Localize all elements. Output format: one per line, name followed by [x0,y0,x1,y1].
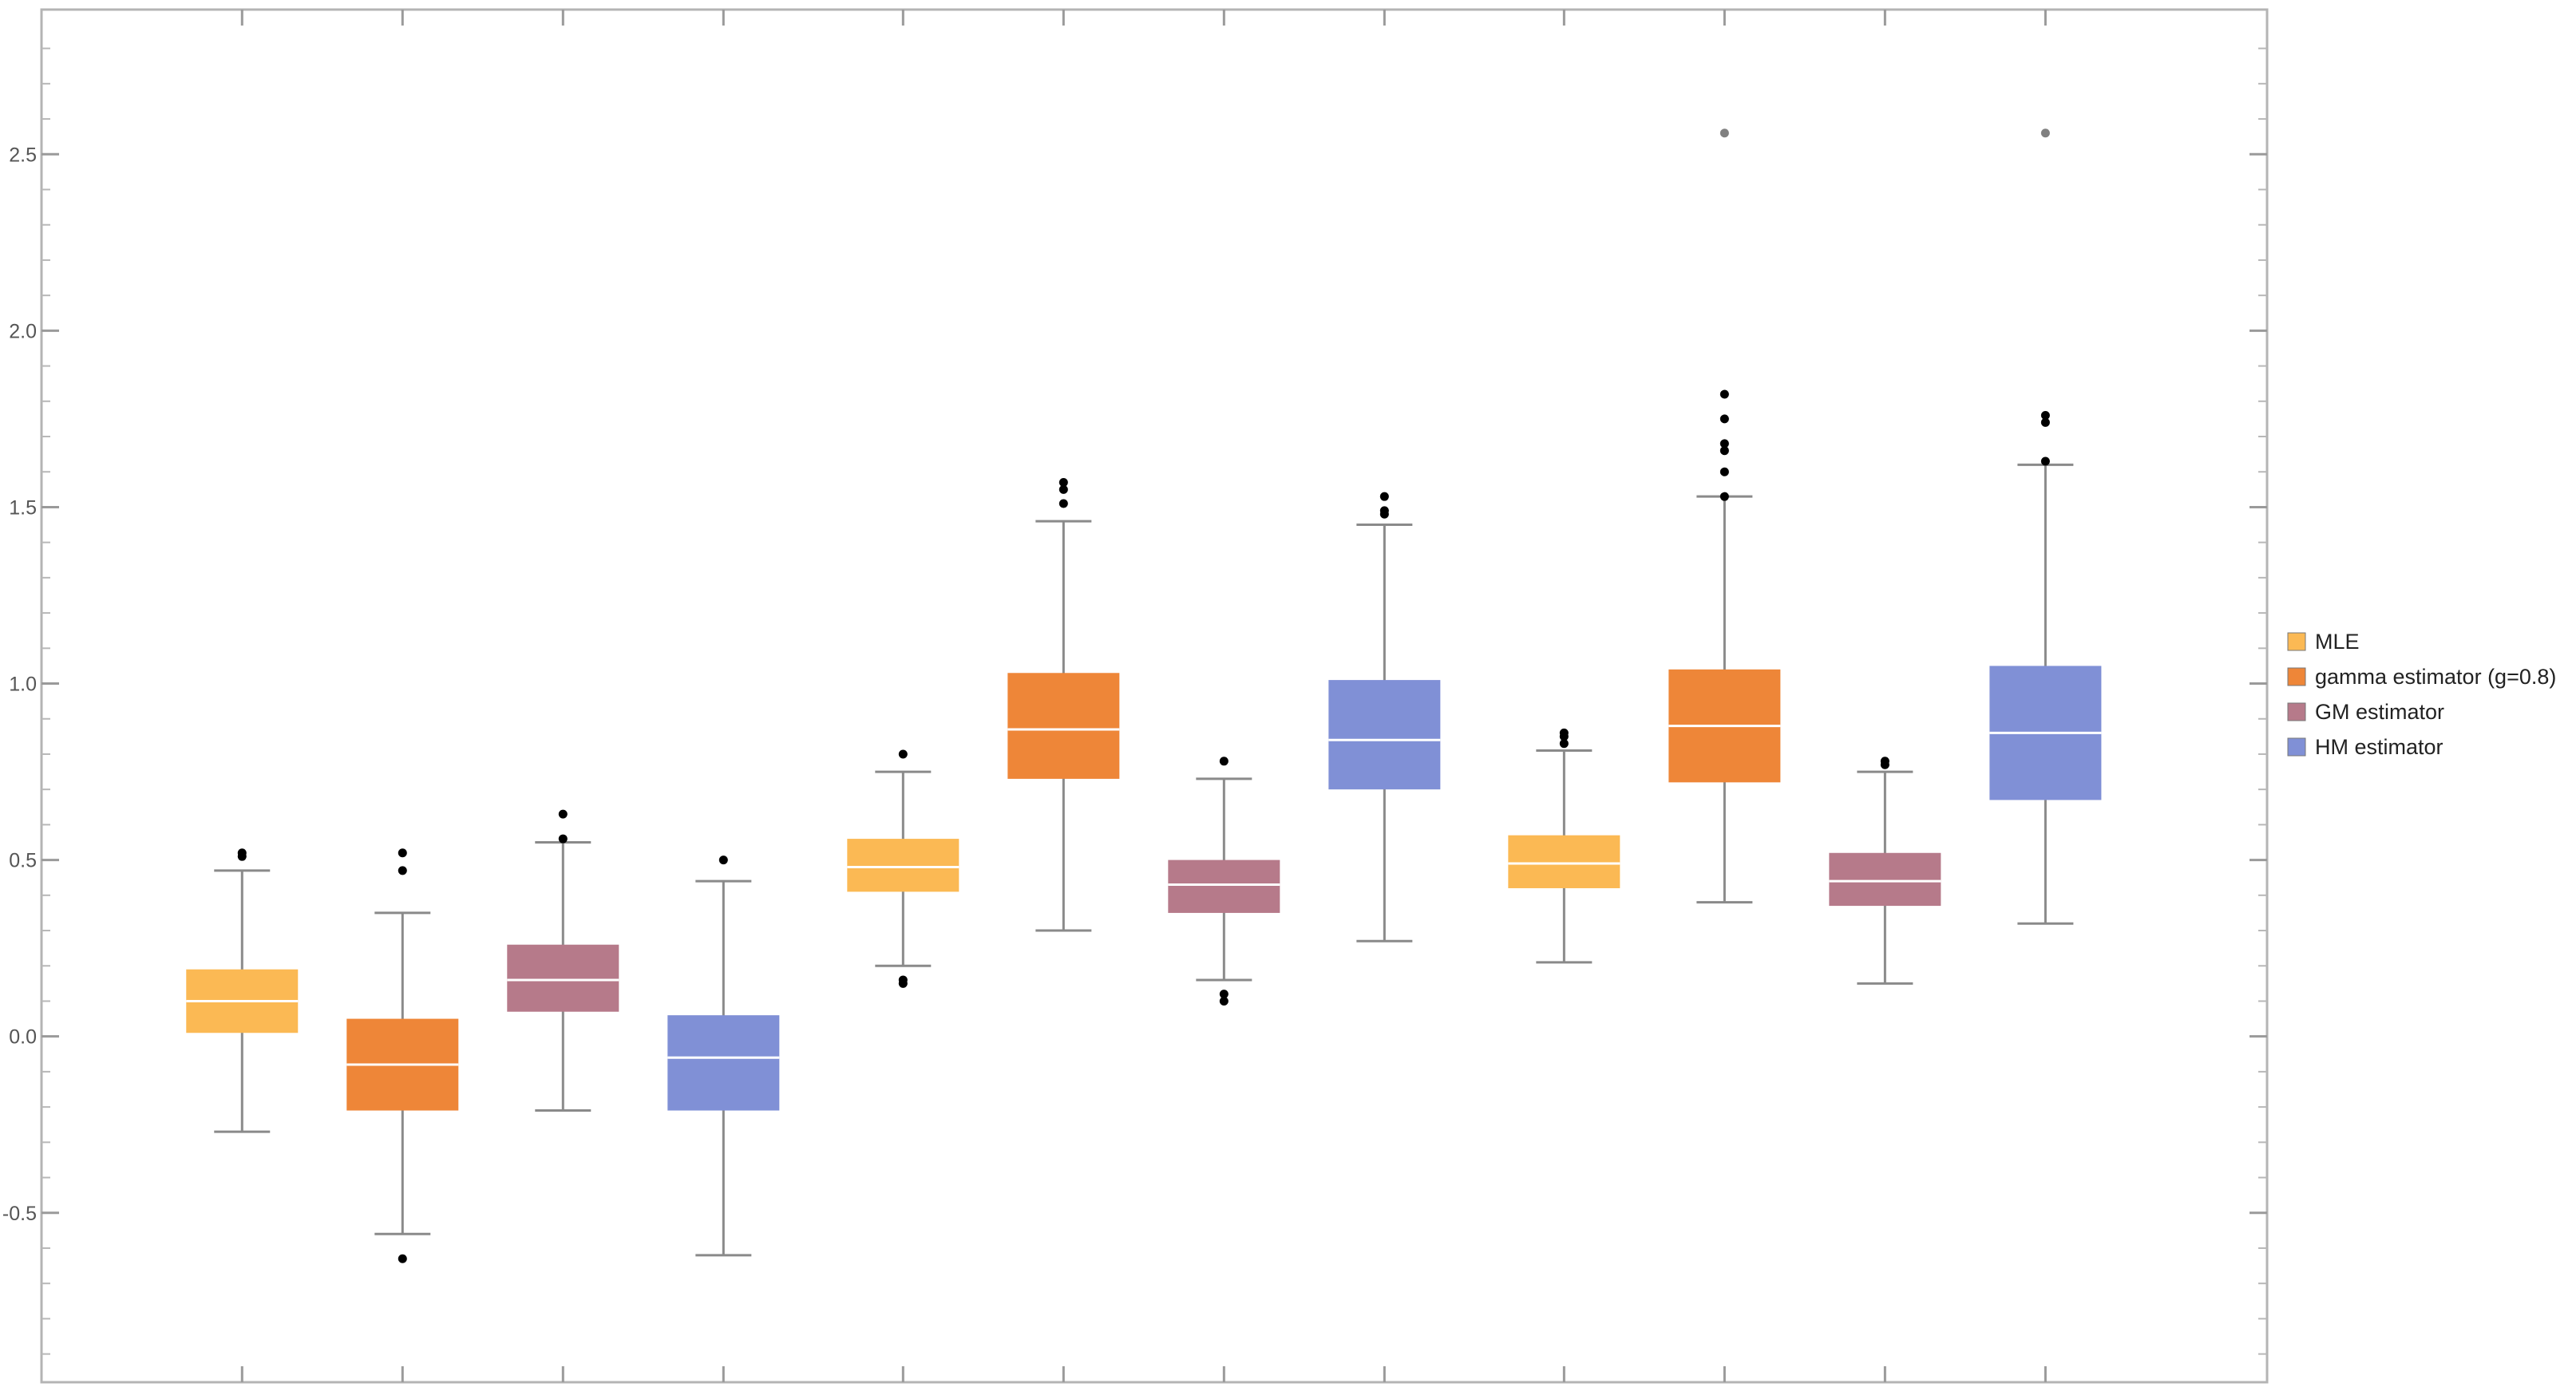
outlier-point [1719,128,1729,138]
outlier-point [1058,484,1068,494]
outlier-point [398,1254,407,1263]
outlier-point [1058,499,1068,508]
legend-label: MLE [2315,630,2360,654]
outlier-point [1719,446,1729,456]
box-4 [667,856,780,1257]
outlier-point [1559,728,1569,737]
y-tick-label: 1.0 [9,674,37,696]
legend-swatch [2287,632,2306,651]
outlier-point [718,856,728,865]
legend-label: HM estimator [2315,735,2443,759]
box-1 [186,848,299,1133]
box-8 [1328,492,1441,942]
y-tick-label: 0.5 [9,850,37,872]
outlier-point [898,975,908,985]
legend-swatch [2287,702,2306,721]
box-iqr [1168,859,1280,913]
legend-label: GM estimator [2315,700,2444,724]
box-iqr [667,1015,780,1111]
plot-frame [40,8,2269,1384]
outlier-point [2040,417,2050,427]
outlier-point [2040,410,2050,420]
outlier-point [1719,492,1729,501]
outlier-point [2040,128,2050,138]
box-iqr [1328,680,1441,790]
outlier-point [1880,757,1889,766]
y-tick-label: -0.5 [2,1203,37,1225]
outlier-point [1719,414,1729,424]
y-tick-label: 0.0 [9,1026,37,1049]
outlier-point [237,848,247,858]
outlier-point [1219,757,1229,766]
y-tick-label: 2.0 [9,320,37,342]
box-12 [1989,128,2102,925]
outlier-point [2040,456,2050,466]
outlier-point [898,749,908,759]
outlier-point [398,866,407,875]
legend-swatch [2287,737,2306,757]
outlier-point [1058,477,1068,487]
outlier-point [558,834,568,844]
box-7 [1168,757,1280,1006]
legend: MLE gamma estimator (g=0.8) GM estimator HM… [2287,630,2556,759]
outlier-point [1719,467,1729,476]
legend-swatch [2287,667,2306,686]
box-iqr [1508,835,1620,888]
outlier-point [1219,990,1229,999]
outlier-point [1219,996,1229,1006]
box-iqr [1829,852,1941,907]
box-5 [847,749,960,988]
box-3 [507,809,619,1112]
box-6 [1007,477,1120,932]
outlier-point [1719,389,1729,399]
boxes [186,10,2102,1382]
outlier-point [1379,492,1389,501]
outlier-point [558,809,568,819]
y-tick-label: 1.5 [9,496,37,519]
y-axis: -0.5 0.0 0.5 1.0 1.5 2.0 2.5 [2,47,2267,1355]
box-11 [1829,757,1941,985]
box-10 [1668,128,1781,904]
outlier-point [398,848,407,858]
box-iqr [847,839,960,892]
box-9 [1508,728,1620,964]
box-2 [346,848,459,1263]
legend-label: gamma estimator (g=0.8) [2315,665,2556,689]
box-iqr [507,944,619,1012]
y-tick-label: 2.5 [9,144,37,166]
outlier-point [1379,506,1389,516]
box-iqr [1007,673,1120,779]
outlier-point [1719,439,1729,449]
outlier-point [1559,739,1569,749]
